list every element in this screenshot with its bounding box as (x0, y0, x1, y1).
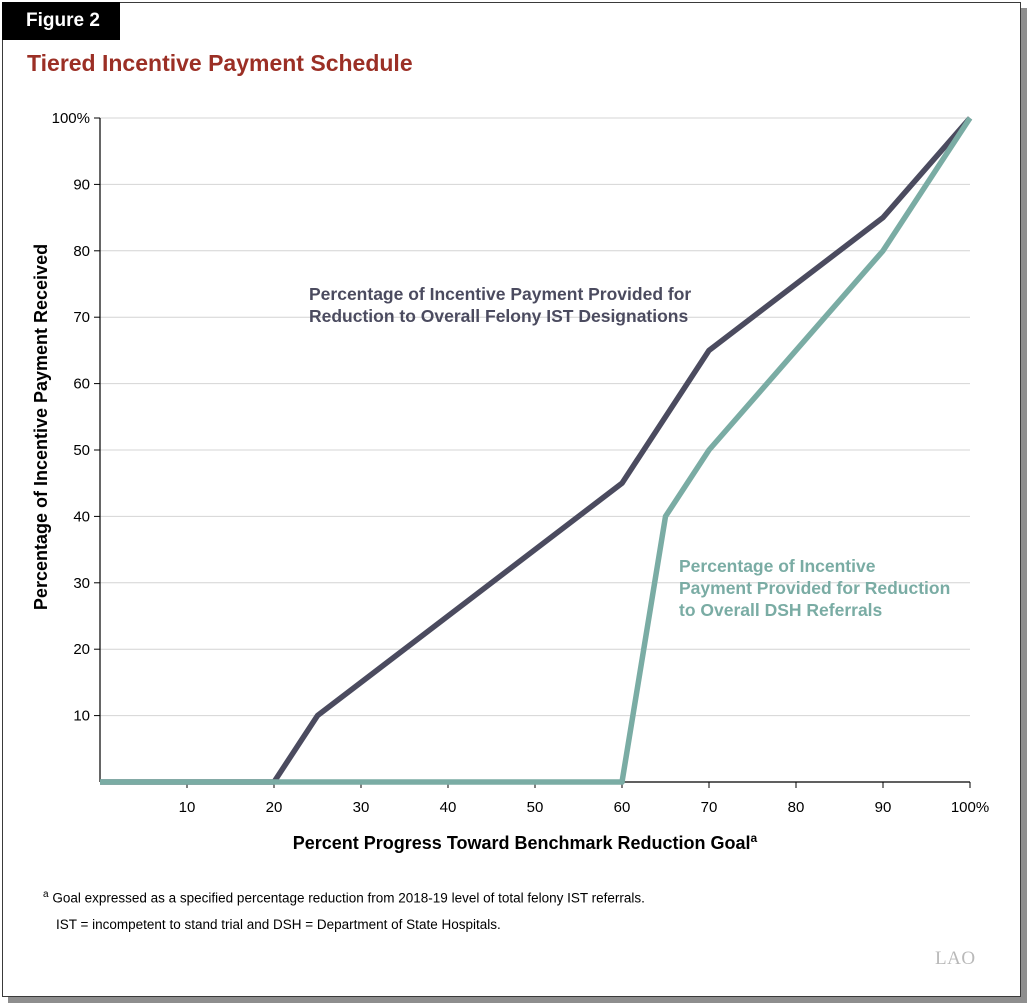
axis-titles: Percent Progress Toward Benchmark Reduct… (31, 244, 758, 853)
figure-label: Figure 2 (2, 2, 120, 40)
series-label-line: to Overall DSH Referrals (679, 600, 883, 620)
y-tick-label: 100% (52, 110, 90, 127)
y-tick-label: 60 (73, 376, 90, 393)
x-tick-label: 20 (266, 799, 283, 816)
y-tick-label: 80 (73, 243, 90, 260)
x-tick-label: 10 (179, 799, 196, 816)
y-tick-label: 40 (73, 508, 90, 525)
x-tick-label: 60 (614, 799, 631, 816)
x-axis-title: Percent Progress Toward Benchmark Reduct… (293, 831, 758, 853)
x-tick-label: 70 (701, 799, 718, 816)
chart-title: Tiered Incentive Payment Schedule (27, 50, 413, 76)
y-tick-label: 20 (73, 641, 90, 658)
y-tick-label: 10 (73, 708, 90, 725)
y-tick-label: 70 (73, 309, 90, 326)
y-tick-label: 50 (73, 442, 90, 459)
x-tick-label: 80 (788, 799, 805, 816)
series-label-ist: Percentage of Incentive Payment Provided… (309, 284, 691, 326)
series-label-line: Percentage of Incentive Payment Provided… (309, 284, 691, 304)
x-tick-label: 40 (440, 799, 457, 816)
series-label-line: Reduction to Overall Felony IST Designat… (309, 306, 688, 326)
footnote-a-marker: a (43, 889, 49, 900)
footnote-a: a Goal expressed as a specified percenta… (43, 889, 645, 906)
footnote-abbreviations: IST = incompetent to stand trial and DSH… (56, 917, 501, 932)
x-tick-label: 50 (527, 799, 544, 816)
figure-frame (2, 2, 1021, 997)
lao-logo: LAO (935, 948, 976, 969)
series-line-dsh (100, 116, 973, 785)
series-label-dsh: Percentage of Incentive Payment Provided … (679, 556, 950, 620)
tick-labels: 10 20 30 40 50 60 70 80 90 100% 10 20 30 40 50 60 70 80 90… (52, 110, 990, 816)
y-tick-label: 30 (73, 575, 90, 592)
x-tick-label: 30 (353, 799, 370, 816)
y-tick-label: 90 (73, 176, 90, 193)
axes (94, 117, 971, 788)
x-tick-label: 100% (951, 799, 989, 816)
footnote-a-text: Goal expressed as a specified percentage… (52, 890, 645, 906)
x-axis-title-text: Percent Progress Toward Benchmark Reduct… (293, 833, 751, 853)
series-lines (100, 116, 973, 785)
y-axis-title: Percentage of Incentive Payment Received (31, 244, 51, 610)
series-label-line: Payment Provided for Reduction (679, 578, 950, 598)
series-label-line: Percentage of Incentive (679, 556, 876, 576)
series-labels: Percentage of Incentive Payment Provided… (309, 284, 950, 620)
gridlines (100, 117, 970, 717)
x-tick-label: 90 (875, 799, 892, 816)
x-axis-title-superscript: a (751, 831, 758, 845)
